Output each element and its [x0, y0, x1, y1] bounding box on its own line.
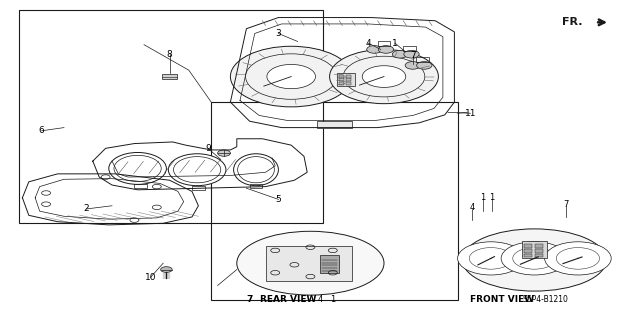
Text: 1: 1 [330, 295, 335, 304]
Bar [211, 102, 458, 300]
Circle shape [378, 46, 394, 53]
Circle shape [392, 50, 408, 58]
Circle shape [501, 242, 568, 275]
Ellipse shape [237, 231, 384, 295]
Bar [162, 74, 177, 79]
Text: 1: 1 [481, 193, 486, 202]
Bar [339, 75, 344, 78]
Circle shape [161, 267, 172, 272]
Bar [535, 249, 543, 253]
Bar [266, 246, 352, 281]
Circle shape [417, 62, 432, 69]
Circle shape [230, 46, 352, 107]
Bar [535, 254, 543, 257]
Bar [192, 186, 205, 190]
Circle shape [367, 46, 382, 53]
Text: 4: 4 [317, 295, 323, 304]
Text: 4: 4 [365, 39, 371, 48]
Text: 9: 9 [205, 144, 211, 153]
Text: 1: 1 [392, 39, 397, 48]
Bar [134, 184, 147, 188]
Bar [339, 78, 344, 81]
Text: 8: 8 [167, 50, 172, 59]
Bar [403, 46, 416, 51]
Text: 7: 7 [410, 51, 415, 60]
Bar [522, 241, 547, 258]
Bar [19, 10, 323, 223]
Bar [346, 75, 351, 78]
Text: 5: 5 [276, 195, 281, 204]
Text: FRONT VIEW: FRONT VIEW [470, 295, 534, 304]
Circle shape [545, 242, 611, 275]
Text: 7: 7 [564, 200, 569, 209]
Bar [320, 255, 339, 273]
Circle shape [404, 50, 419, 58]
Circle shape [218, 150, 230, 156]
Text: 1: 1 [490, 193, 495, 202]
Text: FR.: FR. [562, 17, 582, 27]
Bar [535, 244, 543, 248]
Text: 11: 11 [465, 109, 476, 118]
Text: S5P4-B1210: S5P4-B1210 [523, 295, 569, 304]
Circle shape [458, 242, 524, 275]
Bar [524, 254, 532, 257]
Circle shape [405, 62, 420, 69]
Bar [416, 57, 429, 62]
Text: 3: 3 [276, 29, 281, 38]
Text: REAR VIEW: REAR VIEW [260, 295, 316, 304]
Bar [337, 73, 355, 86]
Text: 2: 2 [84, 204, 89, 213]
Bar [317, 121, 352, 128]
Ellipse shape [234, 154, 278, 186]
Text: 10: 10 [145, 273, 156, 282]
Bar [346, 82, 351, 85]
Bar [378, 41, 390, 46]
Bar [524, 249, 532, 253]
Text: 4: 4 [470, 203, 475, 212]
Circle shape [330, 49, 438, 104]
Ellipse shape [109, 152, 166, 184]
Bar [346, 78, 351, 81]
Bar [524, 244, 532, 248]
Bar [339, 82, 344, 85]
Circle shape [267, 64, 316, 89]
Text: 6: 6 [39, 126, 44, 135]
Ellipse shape [462, 229, 607, 291]
Circle shape [362, 66, 406, 87]
Bar [250, 184, 262, 188]
Ellipse shape [168, 154, 226, 186]
Text: 7: 7 [246, 295, 253, 304]
